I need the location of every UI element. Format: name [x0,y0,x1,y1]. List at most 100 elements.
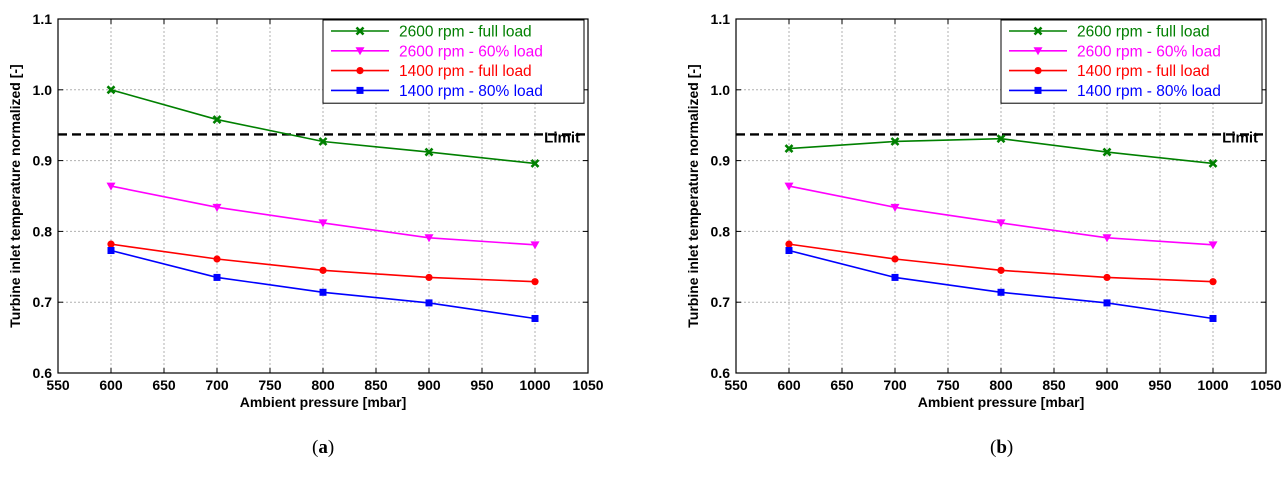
legend-marker [1034,67,1042,75]
x-tick-label: 850 [1042,377,1066,393]
data-point [996,219,1006,228]
caption-b: (b) [990,437,1014,458]
legend-box [1000,19,1263,104]
y-tick-label: 0.7 [711,294,731,310]
series-1 [106,182,540,250]
legend-item: 1400 rpm - 80% load [1009,83,1221,100]
y-axis-title: Turbine inlet temperature normalized [-] [7,64,23,327]
legend-marker [356,86,364,94]
data-point [1208,159,1218,168]
data-point [107,240,115,248]
x-tick-label: 1050 [572,377,603,393]
y-tick-label: 0.8 [711,223,731,239]
y-tick-label: 0.9 [33,153,53,169]
axis-ticks: 550 600 650 700 750 800 850 900 950 1000 1050 0.6 0.… [33,11,604,393]
x-tick-label: 1000 [1197,377,1228,393]
data-point [213,273,221,281]
legend-item: 2600 rpm - 60% load [1009,43,1221,60]
data-point [531,278,539,286]
x-tick-label: 900 [1095,377,1119,393]
data-point [106,182,116,191]
legend-label: 1400 rpm - 80% load [1077,83,1221,100]
data-point [997,288,1005,296]
data-point [530,159,540,168]
x-tick-label: 600 [99,377,123,393]
data-point [107,247,115,255]
x-tick-label: 650 [152,377,176,393]
data-point [1103,273,1111,282]
x-tick-label: 950 [470,377,494,393]
data-point [784,182,794,191]
data-point [890,203,900,212]
data-point [318,219,328,228]
x-tick-label: 550 [724,377,748,393]
data-point [424,147,434,157]
data-point [213,255,221,263]
caption-a: (a) [312,437,335,458]
data-point [319,266,327,274]
series-2 [785,240,1217,286]
y-tick-label: 0.9 [711,153,731,169]
limit-label: Limit [544,129,580,146]
legend-item: 1400 rpm - full load [1009,63,1210,80]
y-tick-label: 1.1 [33,11,53,27]
data-point [997,266,1005,274]
legend-item: 2600 rpm - full load [331,24,532,41]
x-tick-label: 950 [1148,377,1172,393]
data-point [784,144,794,153]
x-axis-title: Ambient pressure [mbar] [240,394,406,410]
data-point [425,299,433,307]
legend-box [322,19,585,104]
legend-marker [355,47,365,56]
legend-label: 2600 rpm - 60% load [399,43,543,60]
data-point [1209,278,1217,286]
data-point [891,273,899,281]
data-point [785,247,793,255]
x-tick-label: 850 [364,377,388,393]
legend-label: 1400 rpm - 80% load [399,83,543,100]
legend-marker [1033,47,1043,56]
legend-item: 1400 rpm - 80% load [331,83,543,100]
y-tick-label: 0.6 [711,365,731,381]
legend-label: 1400 rpm - full load [1077,63,1210,80]
legend-item: 2600 rpm - 60% load [331,43,543,60]
data-point [1209,314,1217,322]
x-tick-label: 1050 [1250,377,1281,393]
chart-panel-b: 550 600 650 700 750 800 850 900 950 1000 1050 0.6 0.… [678,0,1283,479]
axis-ticks: 550 600 650 700 750 800 850 900 950 1000 1050 0.6 0.… [711,11,1282,393]
data-point [425,273,433,282]
legend: 2600 rpm - full load 2600 rpm - 60% load 1… [1000,19,1263,104]
data-point [212,203,222,212]
x-tick-label: 600 [777,377,801,393]
caption-b-letter: b [996,437,1007,458]
x-tick-label: 900 [417,377,441,393]
x-tick-label: 800 [311,377,335,393]
data-point [531,314,539,322]
data-point [1102,234,1112,243]
chart-panel-a: 550 600 650 700 750 800 850 900 950 1000 1050 0.6 0.… [0,0,641,479]
legend-marker [1034,86,1042,94]
legend: 2600 rpm - full load 2600 rpm - 60% load 1… [322,19,585,104]
x-axis-title: Ambient pressure [mbar] [918,394,1084,410]
series-3 [107,247,539,322]
y-tick-label: 0.8 [33,223,53,239]
data-point [1102,147,1112,157]
series-0 [784,134,1218,168]
limit-label: Limit [1222,129,1258,146]
x-tick-label: 700 [205,377,229,393]
data-point [785,240,793,248]
x-tick-label: 800 [989,377,1013,393]
y-tick-label: 1.1 [711,11,731,27]
legend-label: 2600 rpm - full load [399,24,532,41]
data-point [106,85,116,95]
legend-item: 1400 rpm - full load [331,63,532,80]
series-3 [785,247,1217,322]
chart-a: 550 600 650 700 750 800 850 900 950 1000 1050 0.6 0.… [7,11,604,410]
x-tick-label: 550 [46,377,70,393]
legend-label: 2600 rpm - 60% load [1077,43,1221,60]
series-0 [106,85,540,168]
legend-label: 1400 rpm - full load [399,63,532,80]
x-tick-label: 1000 [519,377,550,393]
data-point [318,137,328,146]
data-point [891,255,899,263]
